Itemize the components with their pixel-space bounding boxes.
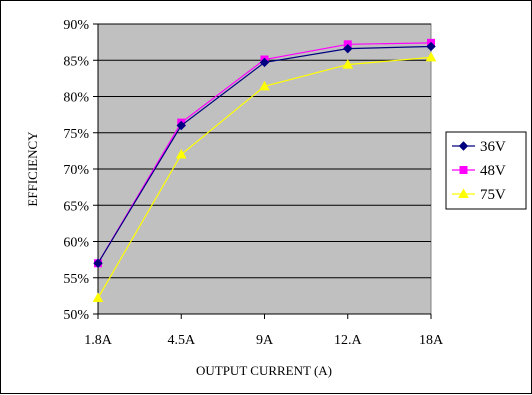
y-tick-label: 60% [63,236,89,251]
legend-label: 75V [480,187,506,203]
y-tick-label: 90% [63,18,89,33]
legend-label: 36V [480,139,506,155]
data-point [425,51,437,62]
data-point [176,120,186,131]
legend-marker [459,166,468,174]
data-point [175,148,187,159]
legend-label: 48V [480,163,506,179]
y-tick-label: 55% [63,272,89,287]
gridlines [98,23,431,279]
data-point [343,43,353,54]
y-tick-label: 85% [63,54,89,69]
data-point [426,41,436,52]
y-tick-label: 80% [63,91,89,106]
data-point [342,59,354,69]
legend-item: 36V [452,139,506,155]
y-axis-title: EFFICIENCY [25,131,40,207]
series-75V [92,51,437,303]
legend: 36V 48V 75V [445,131,527,210]
y-axis-ticks: 50% 55% 60% 65% 70% 75% 80% 85% 90% [63,18,99,323]
y-tick-label: 65% [63,199,89,214]
x-tick-label: 12.A [334,333,363,348]
legend-item: 48V [452,163,506,179]
legend-marker [458,141,469,151]
series-layer [92,38,437,303]
data-point [93,258,103,268]
series-36V [93,41,436,268]
y-tick-label: 50% [63,308,89,323]
data-point [259,57,270,68]
legend-item: 75V [452,187,506,203]
x-tick-label: 4.5A [167,333,196,348]
x-tick-label: 1.8A [84,333,113,348]
data-point [92,292,104,303]
legend-marker [458,188,469,198]
y-tick-label: 70% [63,163,89,178]
x-tick-label: 18A [419,333,444,348]
data-point [259,80,270,91]
x-tick-label: 9A [256,333,274,348]
y-tick-label: 75% [63,127,89,142]
x-axis-title: OUTPUT CURRENT (A) [196,363,332,378]
x-axis-ticks: 1.8A 4.5A 9A 12.A 18A [84,313,444,348]
